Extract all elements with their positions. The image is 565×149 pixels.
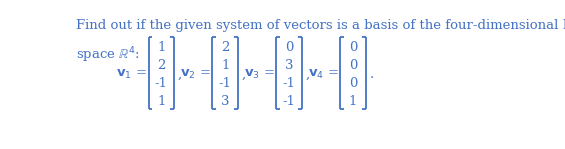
Text: 2: 2 <box>157 59 166 72</box>
Text: 1: 1 <box>157 95 166 108</box>
Text: $\mathbf{v}_2$ =: $\mathbf{v}_2$ = <box>180 68 211 81</box>
Text: -1: -1 <box>282 77 295 90</box>
Text: 1: 1 <box>349 95 357 108</box>
Text: 3: 3 <box>221 95 229 108</box>
Text: space $\mathbb{R}^4$:: space $\mathbb{R}^4$: <box>76 45 140 65</box>
Text: ,: , <box>177 68 181 81</box>
Text: -1: -1 <box>155 77 168 90</box>
Text: Find out if the given system of vectors is a basis of the four-dimensional Eucli: Find out if the given system of vectors … <box>76 19 565 32</box>
Text: $\mathbf{v}_4$ =: $\mathbf{v}_4$ = <box>308 68 339 81</box>
Text: -1: -1 <box>282 95 295 108</box>
Text: ,: , <box>305 68 310 81</box>
Text: 1: 1 <box>157 41 166 54</box>
Text: $\mathbf{v}_1$ =: $\mathbf{v}_1$ = <box>116 68 147 81</box>
Text: ,: , <box>241 68 246 81</box>
Text: 0: 0 <box>285 41 293 54</box>
Text: 0: 0 <box>349 77 357 90</box>
Text: $\mathbf{v}_3$ =: $\mathbf{v}_3$ = <box>244 68 275 81</box>
Text: 1: 1 <box>221 59 229 72</box>
Text: 0: 0 <box>349 41 357 54</box>
Text: 3: 3 <box>285 59 293 72</box>
Text: 0: 0 <box>349 59 357 72</box>
Text: -1: -1 <box>219 77 232 90</box>
Text: .: . <box>370 68 373 81</box>
Text: 2: 2 <box>221 41 229 54</box>
